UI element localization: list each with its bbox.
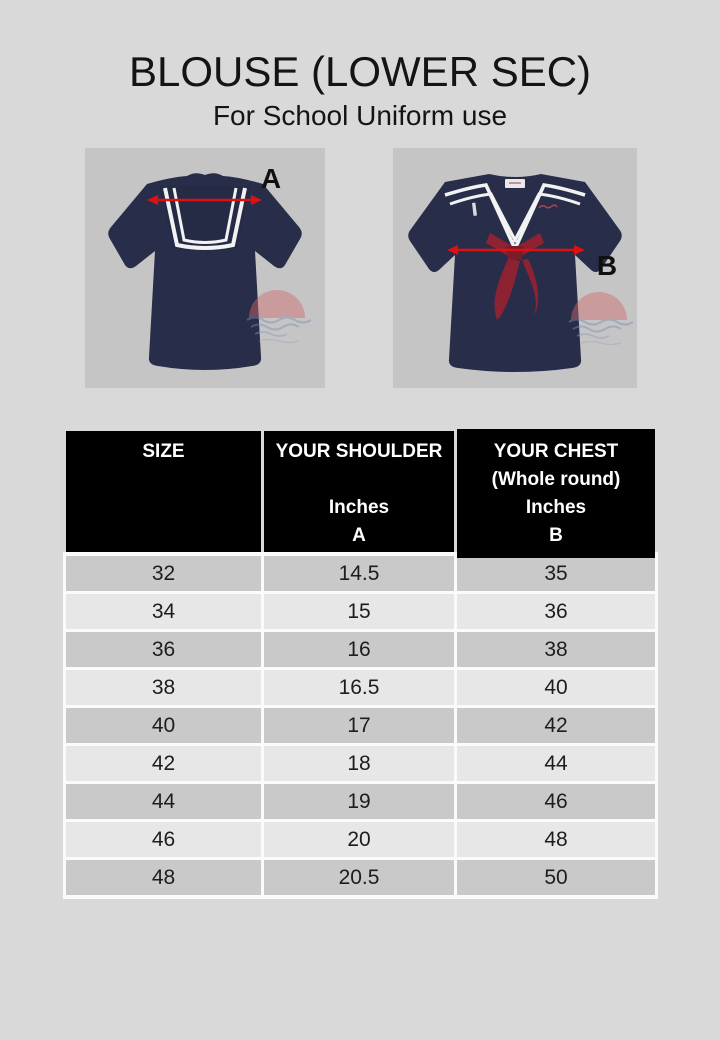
- header-line: YOUR CHEST: [493, 441, 619, 462]
- header-line: [264, 466, 454, 494]
- header-line: [66, 522, 261, 550]
- table-row: 34 15 36: [66, 594, 655, 629]
- header-line: Inches: [525, 497, 587, 518]
- size-table: SIZE YOUR SHOULDER Inches A YOUR CHEST (…: [63, 429, 658, 899]
- header-line: B: [549, 525, 563, 546]
- page-title: BLOUSE (LOWER SEC): [128, 48, 592, 95]
- brand-watermark-icon: [568, 292, 634, 346]
- table-row: 40 17 42: [66, 708, 655, 743]
- table-row: 46 20 48: [66, 822, 655, 857]
- chest-measurement-arrow: [447, 245, 585, 255]
- chest-cell: 50: [457, 860, 655, 895]
- header-line: SIZE: [142, 441, 185, 462]
- blouse-front-photo: B: [393, 148, 637, 388]
- table-row: 32 14.5 35: [66, 556, 655, 591]
- chest-cell: 38: [457, 632, 655, 667]
- shoulder-cell: 15: [264, 594, 454, 629]
- chest-cell: 42: [457, 708, 655, 743]
- size-cell: 38: [66, 670, 261, 705]
- size-cell: 36: [66, 632, 261, 667]
- chest-cell: 44: [457, 746, 655, 781]
- blouse-front-illustration: B: [408, 174, 634, 372]
- chest-cell: 48: [457, 822, 655, 857]
- size-cell: 44: [66, 784, 261, 819]
- header-cell-chest: YOUR CHEST (Whole round) Inches B: [457, 429, 655, 558]
- shoulder-cell: 14.5: [264, 556, 454, 591]
- brand-watermark-icon: [246, 290, 312, 344]
- header-line: [66, 466, 261, 494]
- shoulder-cell: 19: [264, 784, 454, 819]
- shoulder-cell: 20: [264, 822, 454, 857]
- size-cell: 34: [66, 594, 261, 629]
- chest-cell: 40: [457, 670, 655, 705]
- size-cell: 46: [66, 822, 261, 857]
- size-table-body: 32 14.5 35 34 15 36 36 16 38 38 16.5 40 40 17 42 42 18 44…: [66, 556, 655, 895]
- shoulder-cell: 16: [264, 632, 454, 667]
- shoulder-measurement-arrow: [147, 195, 262, 205]
- header-cell-size: SIZE: [66, 431, 261, 552]
- size-cell: 48: [66, 860, 261, 895]
- shoulder-cell: 17: [264, 708, 454, 743]
- chest-cell: 35: [457, 556, 655, 591]
- header-cell-shoulder: YOUR SHOULDER Inches A: [264, 431, 454, 552]
- table-row: 38 16.5 40: [66, 670, 655, 705]
- shoulder-cell: 20.5: [264, 860, 454, 895]
- header-line: [66, 494, 261, 522]
- measurement-label-b: B: [597, 250, 617, 281]
- chest-cell: 36: [457, 594, 655, 629]
- blouse-back-illustration: A: [108, 163, 312, 370]
- table-row: 42 18 44: [66, 746, 655, 781]
- size-cell: 32: [66, 556, 261, 591]
- header-line: A: [352, 525, 366, 546]
- size-cell: 40: [66, 708, 261, 743]
- chest-cell: 46: [457, 784, 655, 819]
- shoulder-cell: 18: [264, 746, 454, 781]
- measurement-label-a: A: [261, 163, 281, 194]
- header-line: YOUR SHOULDER: [275, 441, 443, 462]
- table-row: 36 16 38: [66, 632, 655, 667]
- table-row: 44 19 46: [66, 784, 655, 819]
- shoulder-cell: 16.5: [264, 670, 454, 705]
- header-line: (Whole round): [491, 469, 621, 490]
- size-cell: 42: [66, 746, 261, 781]
- table-row: 48 20.5 50: [66, 860, 655, 895]
- header-line: Inches: [328, 497, 390, 518]
- page-subtitle: For School Uniform use: [212, 100, 508, 131]
- blouse-back-photo: A: [85, 148, 325, 388]
- embroidery-mark: [538, 204, 558, 209]
